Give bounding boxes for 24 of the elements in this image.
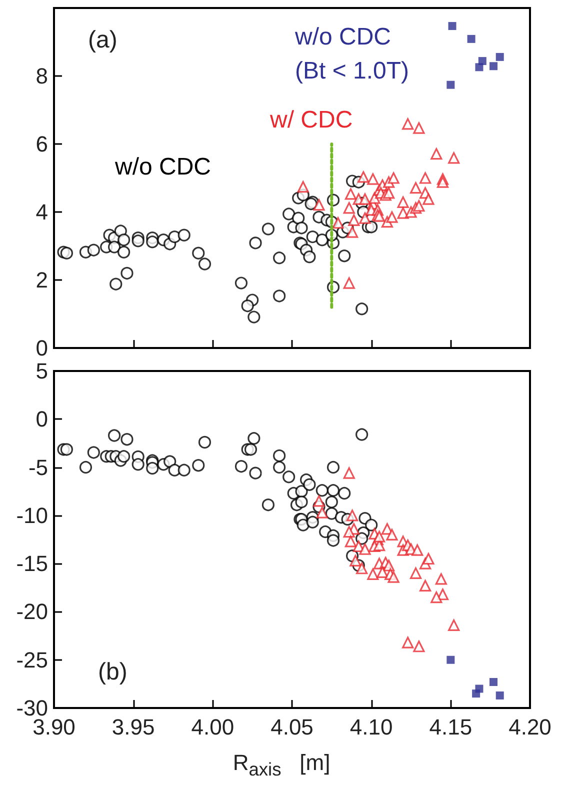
x-tick-label: 4.15 (429, 714, 472, 740)
y-tick-label: 0 (36, 336, 48, 360)
y-tick-label: 8 (36, 64, 48, 88)
y-tick-label: 0 (36, 406, 48, 432)
x-tick-label: 3.95 (112, 714, 155, 740)
x-tick-label: 4.10 (350, 714, 393, 740)
y-tick-label: 5 (36, 358, 48, 384)
x-tick-label: 4.20 (508, 714, 552, 740)
x-axis-title: R$_{axis}$ [m] (232, 750, 332, 780)
annotation: (a) (88, 26, 118, 54)
y-tick-label: 6 (36, 132, 48, 156)
y-tick-label: -20 (16, 599, 48, 624)
y-tick-label: -10 (16, 502, 48, 528)
x-tick-label: 4.05 (270, 714, 314, 740)
y-tick-label: -25 (16, 647, 48, 672)
y-tick-label: 4 (36, 200, 48, 224)
series-label: w/o CDC (114, 154, 212, 180)
y-tick-label: -15 (16, 551, 48, 576)
y-tick-label: -5 (28, 454, 48, 480)
annotation: (b) (98, 658, 128, 686)
y-tick-label: 2 (36, 268, 48, 292)
series-label: w/ CDC (269, 106, 353, 134)
series-label: w/o CDC (Bt < 1.0T) (294, 24, 410, 84)
x-tick-label: 4.00 (191, 714, 234, 740)
